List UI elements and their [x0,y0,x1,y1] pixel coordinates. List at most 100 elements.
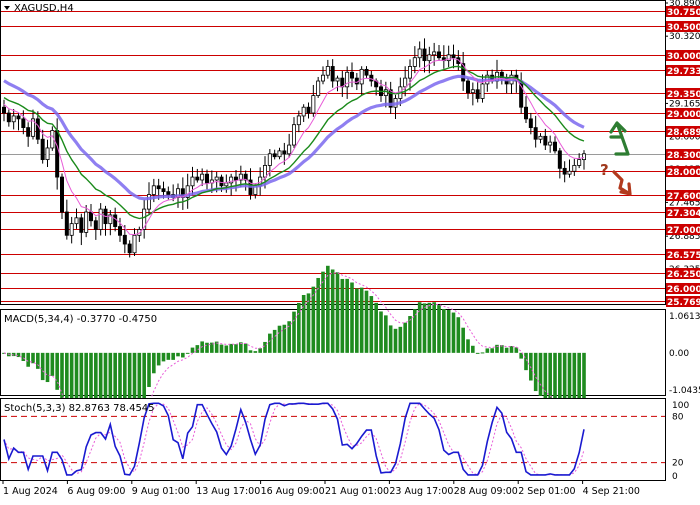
candle-body [355,78,358,84]
candle-body [220,177,223,186]
level-tag-label: 30.500 [667,23,700,33]
time-label: 6 Aug 09:00 [67,486,125,497]
stoch-scale-label: 80 [672,412,684,422]
candle-body [573,165,576,171]
price-panel: 30.89030.32029.73329.16528.60028.03527.4… [1,0,700,308]
candle-body [46,148,49,160]
candle-body [423,49,426,61]
macd-bar [399,327,403,353]
macd-bar [345,279,349,353]
macd-bar [534,353,538,391]
candle-body [307,107,310,113]
macd-bar [370,296,374,353]
stoch-scale-label: 0 [672,472,678,482]
candle-body [80,218,83,233]
candle-body [27,128,30,137]
candle-body [268,154,271,166]
candle-body [157,186,160,189]
macd-bar [41,353,45,380]
macd-bar [22,353,26,361]
macd-bar [403,323,407,353]
price-scale-label: 29.165 [669,99,700,109]
candle-body [133,235,136,252]
macd-bar [442,309,446,353]
candle-body [263,165,266,177]
candle-body [162,189,165,192]
candle-body [481,84,484,99]
macd-bar [461,328,465,353]
candle-body [70,224,73,236]
macd-bar [413,309,417,353]
candle-body [331,66,334,81]
macd-bar [423,303,427,352]
level-tag-label: 27.000 [667,226,700,236]
macd-scale-label: 1.0613 [669,312,700,322]
macd-bar [176,353,180,356]
macd-label: MACD(5,34,4) -0.3770 -0.4750 [4,314,157,325]
candle-body [549,142,552,145]
macd-bar [244,344,248,353]
candle-body [2,107,5,113]
candle-body [317,81,320,96]
candle-body [413,58,416,67]
macd-bar [365,291,369,353]
candle-body [433,52,436,55]
macd-bar [524,353,528,370]
macd-bar [273,330,277,353]
level-tag-label: 28.000 [667,168,700,178]
macd-bar [181,353,185,358]
macd-bar [263,342,267,353]
macd-bar [379,311,383,352]
time-label: 28 Aug 09:00 [454,486,518,497]
time-label: 2 Sep 01:00 [518,486,575,497]
candle-body [12,116,15,122]
candle-body [60,177,63,212]
macd-bar [360,288,364,353]
candle-body [36,119,39,139]
candle-body [370,75,373,81]
candle-body [128,244,131,253]
level-tag-label: 28.300 [667,151,700,161]
candle-body [558,151,561,168]
macd-bar [302,295,306,353]
level-tags: 30.75030.50030.00029.73329.35029.00028.6… [666,6,700,308]
macd-bar [297,303,301,353]
candle-body [273,154,276,157]
candle-body [114,215,117,227]
time-label: 13 Aug 17:00 [196,486,260,497]
candle-body [544,136,547,145]
candle-body [283,151,286,154]
macd-bar [548,353,552,403]
macd-bar [447,310,451,353]
level-tag-label: 26.575 [667,251,700,261]
macd-bar [51,353,55,376]
macd-bar [486,348,490,352]
macd-scale-label: 0.00 [669,349,689,359]
candle-body [539,136,542,139]
macd-bar [321,272,325,353]
candle-body [326,66,329,75]
candle-body [524,107,527,119]
level-tag-label: 30.750 [667,8,700,18]
level-tag-label: 27.304 [667,209,700,219]
candle-body [196,177,199,180]
macd-bar [331,269,335,352]
candle-body [553,142,556,151]
time-label: 9 Aug 01:00 [132,486,190,497]
macd-bar [278,326,282,353]
candle-body [85,212,88,232]
macd-bar [418,302,422,353]
candle-body [529,119,532,128]
candle-body [75,218,78,224]
macd-bar [505,348,509,353]
candle-body [99,209,102,229]
candle-body [437,52,440,58]
macd-bar [457,317,461,353]
candle-body [563,168,566,174]
macd-bar [544,353,548,402]
time-label: 4 Sep 21:00 [583,486,640,497]
macd-bar [389,325,393,352]
macd-bar [36,353,40,369]
